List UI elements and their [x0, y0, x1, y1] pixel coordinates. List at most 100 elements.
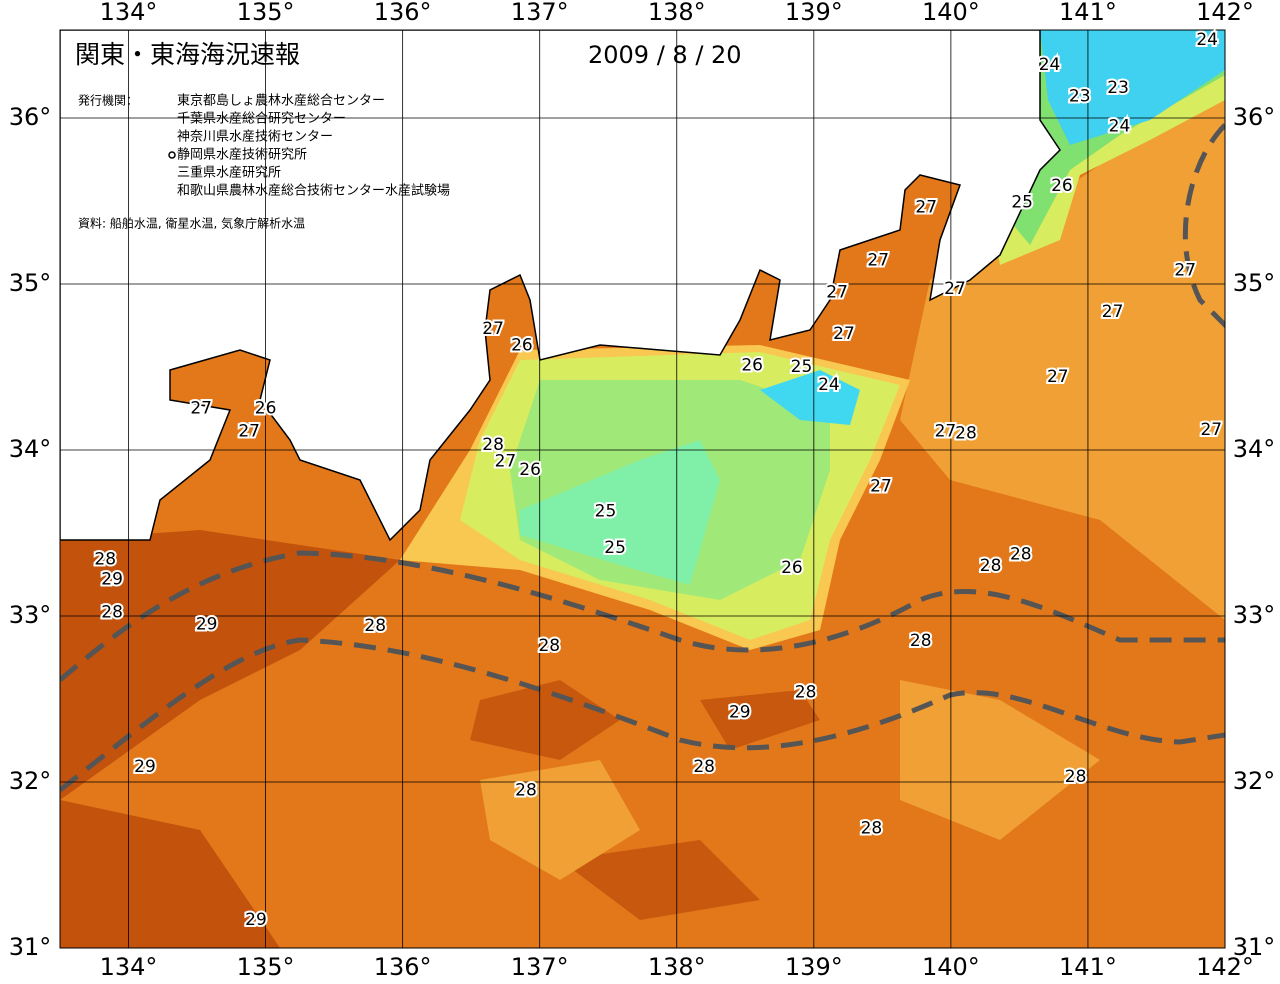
lon-label-top: 142° [1196, 0, 1254, 26]
contour-label: 23 [1107, 78, 1129, 98]
lat-label-right: 35° [1233, 269, 1276, 297]
contour-label: 28 [101, 603, 123, 623]
lat-label-left: 35° [9, 269, 52, 297]
lon-label-bottom: 142° [1196, 953, 1254, 980]
issuer: 東京都島しょ農林水産総合センター [177, 93, 385, 109]
contour-label: 27 [826, 282, 848, 302]
contour-label: 25 [595, 501, 617, 521]
lon-label-top: 138° [648, 0, 706, 26]
land [60, 30, 1061, 542]
lat-label-left: 34° [9, 435, 52, 463]
contour-label: 24 [818, 375, 840, 395]
issuer-marker [168, 151, 176, 159]
issuer: 和歌山県農林水産総合技術センター水産試験場 [177, 183, 450, 199]
contour-label: 27 [915, 198, 937, 218]
contour-label: 28 [955, 423, 977, 443]
contour-label: 29 [729, 702, 751, 722]
lon-label-bottom: 134° [100, 953, 158, 980]
contour-label: 26 [1051, 176, 1073, 196]
contour-label: 25 [791, 357, 813, 377]
contour-label: 27 [1047, 367, 1069, 387]
lon-label-bottom: 140° [922, 953, 980, 980]
lon-label-bottom: 135° [237, 953, 295, 980]
contour-label: 28 [980, 556, 1002, 576]
lat-label-right: 32° [1233, 767, 1276, 795]
contour-label: 28 [693, 757, 715, 777]
contour-label: 28 [482, 435, 504, 455]
contour-label: 24 [1039, 55, 1061, 75]
contour-label: 26 [741, 355, 763, 375]
lon-label-top: 135° [237, 0, 295, 26]
lon-label-bottom: 137° [511, 953, 569, 980]
lat-label-right: 31° [1233, 933, 1276, 961]
lon-label-bottom: 139° [785, 953, 843, 980]
issuer-list: 東京都島しょ農林水産総合センター千葉県水産総合研究センター神奈川県水産技術センタ… [177, 93, 450, 199]
contour-label: 23 [1069, 86, 1091, 106]
lat-label-left: 32° [9, 767, 52, 795]
coldest-water [1040, 30, 1225, 145]
mild-water [900, 80, 1225, 620]
contour-label: 29 [196, 614, 218, 634]
lon-label-bottom: 136° [374, 953, 432, 980]
lat-label-left: 36° [9, 103, 52, 131]
sea-surface [60, 30, 1225, 948]
lon-label-top: 139° [785, 0, 843, 26]
contour-label: 26 [519, 460, 541, 480]
lat-label-right: 34° [1233, 435, 1276, 463]
hot-water [60, 800, 280, 948]
lat-label-left: 31° [9, 933, 52, 961]
contour-label: 25 [1011, 193, 1033, 213]
contour-label: 27 [190, 398, 212, 418]
contour-label: 26 [255, 398, 277, 418]
contour-label: 27 [482, 319, 504, 339]
contour-label: 26 [511, 335, 533, 355]
lon-label-bottom: 141° [1059, 953, 1117, 980]
contour-label: 24 [1109, 116, 1131, 136]
contour-label: 27 [935, 422, 957, 442]
coldest-water [760, 370, 860, 425]
contour-label: 25 [604, 538, 626, 558]
date: 2009 / 8 / 20 [588, 41, 742, 69]
contour-label: 28 [1010, 545, 1032, 565]
contour-label: 27 [1102, 302, 1124, 322]
contour-label: 27 [238, 422, 260, 442]
contour-label: 29 [101, 569, 123, 589]
lon-label-top: 140° [922, 0, 980, 26]
mild-water [480, 680, 1100, 880]
lat-label-right: 36° [1233, 103, 1276, 131]
contour-label: 27 [867, 251, 889, 271]
contour-label: 27 [1174, 261, 1196, 281]
contour-label: 28 [538, 636, 560, 656]
issuer: 静岡県水産技術研究所 [177, 147, 307, 163]
contour-label: 29 [134, 757, 156, 777]
title: 関東・東海海況速報 [75, 40, 300, 69]
contour-label: 27 [833, 324, 855, 344]
contour-label: 28 [94, 550, 116, 570]
contour-label: 28 [515, 780, 537, 800]
contour-label: 27 [944, 279, 966, 299]
contour-label: 26 [781, 558, 803, 578]
kuroshio-path [60, 123, 1225, 792]
contour-label: 27 [870, 477, 892, 497]
lat-label-right: 33° [1233, 601, 1276, 629]
contour-label: 28 [861, 818, 883, 838]
lon-label-top: 134° [100, 0, 158, 26]
contour-label: 28 [910, 631, 932, 651]
contour-label: 24 [1196, 30, 1218, 50]
contour-label: 28 [795, 682, 817, 702]
lat-label-left: 33° [9, 601, 52, 629]
graticule: 134° 134° 135° 135° 136° 136° 137° 137° 138° 138°… [9, 0, 1276, 981]
contour-label: 28 [364, 616, 386, 636]
lon-label-top: 141° [1059, 0, 1117, 26]
cold-water [520, 440, 720, 585]
contour-label: 27 [1200, 420, 1222, 440]
contour-label: 28 [1065, 767, 1087, 787]
contour-label: 29 [245, 910, 267, 930]
lon-label-top: 136° [374, 0, 432, 26]
source: 資料: 船舶水温, 衛星水温, 気象庁解析水温 [78, 216, 305, 231]
issuer: 千葉県水産総合研究センター [177, 111, 346, 127]
issuer-label: 発行機関： [78, 93, 138, 108]
lon-label-bottom: 138° [648, 953, 706, 980]
